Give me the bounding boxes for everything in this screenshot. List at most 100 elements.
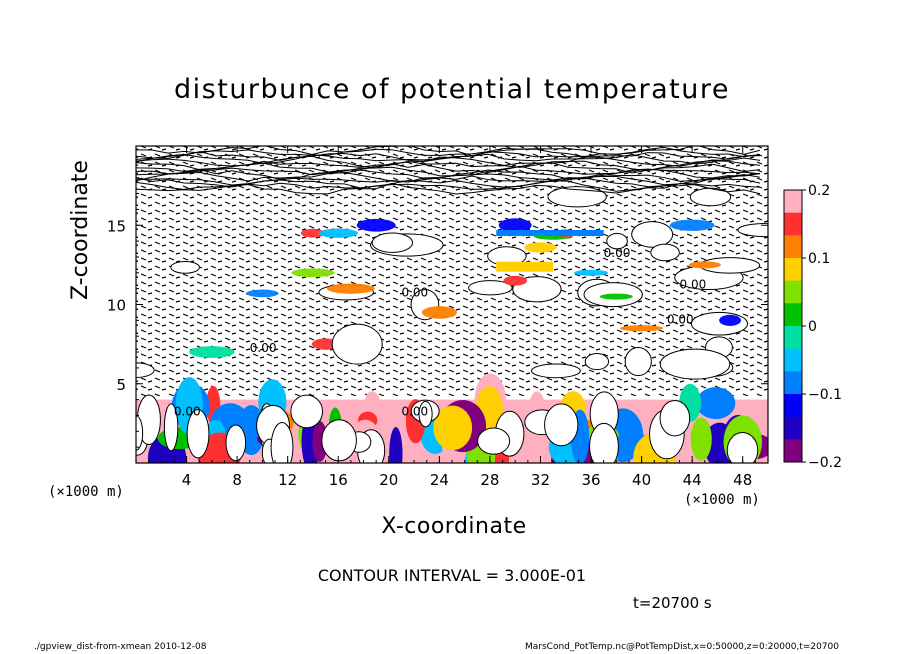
contour-loop xyxy=(547,186,607,208)
colorbar-tick-label: 0.1 xyxy=(808,251,830,267)
contour-line xyxy=(136,174,761,186)
y-axis: 5 10 15 xyxy=(107,161,768,448)
anomaly-patch xyxy=(524,242,557,253)
y-tick-label: 5 xyxy=(116,376,126,394)
contour-loop xyxy=(631,221,674,248)
colorbar-swatch xyxy=(784,258,802,282)
contour-line xyxy=(136,182,761,195)
y-axis-label: Z-coordinate xyxy=(68,160,93,300)
contour-loop xyxy=(270,421,294,463)
convective-cell xyxy=(690,417,712,461)
colorbar-swatch xyxy=(784,348,802,372)
contour-value-label: 0.00 xyxy=(401,286,428,300)
colorbar-tick-label: 0 xyxy=(808,319,817,335)
anomaly-patch xyxy=(421,306,457,319)
x-tick-label: 12 xyxy=(278,471,297,489)
footer-source: MarsCond_PotTemp.nc@PotTempDist,x=0:5000… xyxy=(525,642,839,652)
convective-cell xyxy=(364,391,380,412)
anomaly-patch xyxy=(503,275,528,286)
anomaly-band xyxy=(496,230,604,237)
chart-title: disturbunce of potential temperature xyxy=(174,74,730,105)
anomaly-patch xyxy=(326,283,375,294)
convective-cell xyxy=(389,427,403,463)
contour-loop xyxy=(225,424,247,462)
contour-value-label: 0.00 xyxy=(604,246,631,260)
contour-loop xyxy=(418,400,433,428)
x-tick-label: 8 xyxy=(232,471,242,489)
x-axis: 4 8 12 16 20 24 28 32 36 40 44 48 xyxy=(148,146,756,489)
contour-line xyxy=(136,155,761,169)
anomaly-patch xyxy=(356,218,396,232)
y-tick-label: 15 xyxy=(107,217,126,235)
contour-loop xyxy=(290,394,324,429)
convective-cell xyxy=(696,387,736,420)
time-stamp: t=20700 s xyxy=(633,594,712,612)
anomaly-patch xyxy=(498,218,532,233)
footer-command: ./gpview_dist-from-xmean 2010-12-08 xyxy=(34,642,207,652)
colorbar-swatch xyxy=(784,190,802,214)
contour-loop xyxy=(606,232,628,250)
x-tick-label: 4 xyxy=(182,471,192,489)
colorbar: 0.2 0.1 0 −0.1 −0.2 xyxy=(783,183,842,471)
contour-value-label: 0.00 xyxy=(667,313,694,327)
x-unit-right: (×1000 m) xyxy=(684,492,760,508)
contour-value-label: 0.00 xyxy=(250,341,277,355)
contour-loop xyxy=(468,280,513,296)
anomaly-patch xyxy=(318,228,358,238)
anomaly-patch xyxy=(599,293,633,300)
contour-value-label: 0.00 xyxy=(680,278,707,292)
colorbar-swatch xyxy=(784,326,802,350)
x-tick-label: 24 xyxy=(430,471,449,489)
x-unit-left: (×1000 m) xyxy=(48,484,124,500)
colorbar-swatch xyxy=(784,280,802,304)
anomaly-patch xyxy=(669,219,715,231)
x-tick-label: 16 xyxy=(329,471,348,489)
contour-interval: CONTOUR INTERVAL = 3.000E-01 xyxy=(317,566,587,585)
contour-loop xyxy=(477,427,511,455)
contour-loop xyxy=(584,353,610,371)
anomaly-patch xyxy=(719,314,742,326)
anomaly-patch xyxy=(619,325,664,332)
contour-loop xyxy=(170,261,200,274)
x-tick-label: 48 xyxy=(733,471,752,489)
contour-line xyxy=(136,151,761,162)
contour-loop xyxy=(321,419,357,462)
x-tick-label: 44 xyxy=(683,471,702,489)
anomaly-patch xyxy=(688,261,721,269)
colorbar-swatch xyxy=(784,416,802,440)
contour-loop xyxy=(544,403,579,447)
anomaly-patch xyxy=(573,269,609,276)
contour-value-label: 0.00 xyxy=(174,404,201,418)
colorbar-swatch xyxy=(784,235,802,259)
contour-loop xyxy=(659,348,731,380)
contour-loop xyxy=(589,422,619,463)
colorbar-swatch xyxy=(784,212,802,236)
colorbar-tick-label: 0.2 xyxy=(808,183,830,199)
contour-loop xyxy=(624,347,652,377)
colorbar-tick-label: −0.1 xyxy=(808,387,842,403)
x-tick-label: 32 xyxy=(531,471,550,489)
anomaly-patch xyxy=(246,289,279,298)
contour-loop xyxy=(650,243,680,262)
contour-loop xyxy=(737,222,768,238)
anomaly-patch xyxy=(291,268,335,278)
x-axis-label: X-coordinate xyxy=(381,514,527,539)
x-tick-label: 28 xyxy=(480,471,499,489)
contour-loop xyxy=(726,432,759,463)
contour-line xyxy=(136,146,761,159)
colorbar-swatch xyxy=(784,303,802,327)
contour-loop xyxy=(371,232,414,253)
contour-loop xyxy=(163,403,179,452)
anomaly-band xyxy=(496,261,554,272)
convective-cell xyxy=(433,405,473,451)
anomaly-patch xyxy=(300,228,326,238)
colorbar-tick-label: −0.2 xyxy=(808,455,842,471)
x-tick-label: 20 xyxy=(379,471,398,489)
colorbar-swatch xyxy=(784,394,802,418)
contour-line xyxy=(136,153,761,165)
anomaly-patch xyxy=(189,346,235,358)
colorbar-swatch xyxy=(784,371,802,395)
contour-loop xyxy=(331,323,383,365)
contour-loop xyxy=(659,399,691,437)
